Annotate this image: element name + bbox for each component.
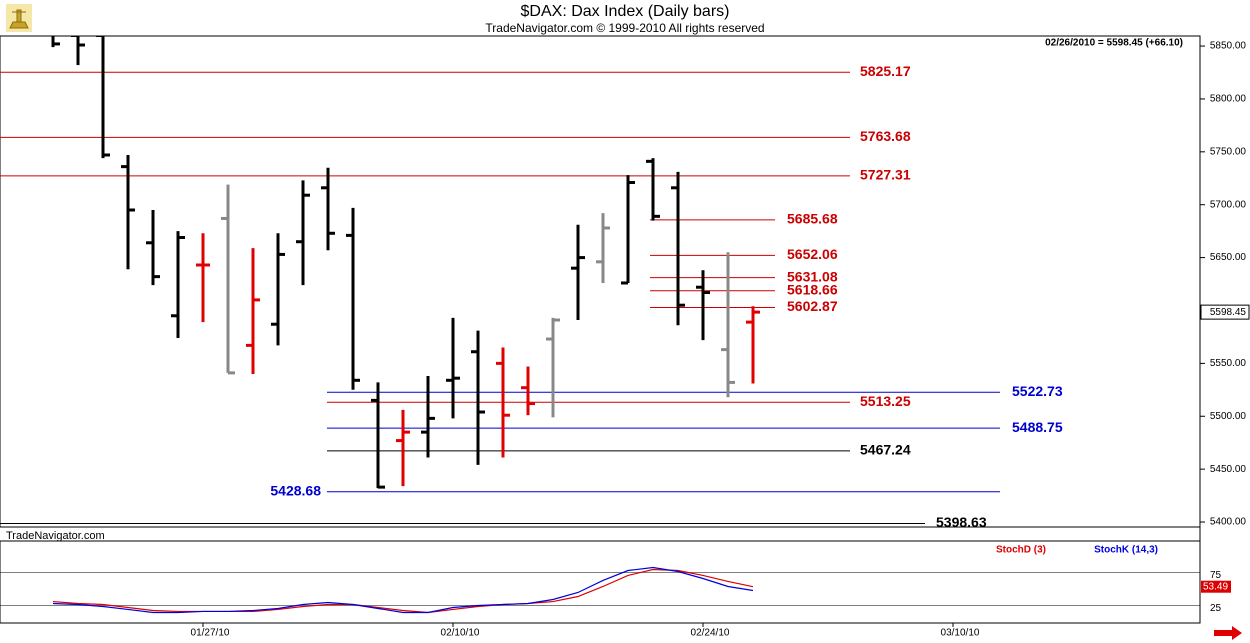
last-value: 53.49 [1203, 581, 1228, 592]
last-price: 5598.45 [1210, 307, 1247, 318]
y-tick-label: 5850.00 [1210, 41, 1247, 52]
y-tick-label: 5500.00 [1210, 411, 1247, 422]
y-tick-label: 5750.00 [1210, 146, 1247, 157]
last-value-box [1201, 580, 1231, 593]
level-label: 5467.24 [860, 442, 911, 458]
y-tick-label: 75 [1210, 570, 1222, 581]
level-label: 5428.68 [270, 482, 321, 498]
x-tick-label: 01/27/10 [191, 628, 230, 639]
level-label: 5522.73 [1012, 383, 1063, 399]
quote: 02/26/2010 = 5598.45 (+66.10) [1045, 38, 1183, 49]
level-label: 5685.68 [787, 211, 838, 227]
watermark: TradeNavigator.com [6, 530, 105, 542]
level-label: 5398.63 [936, 514, 987, 530]
level-label: 5763.68 [860, 128, 911, 144]
stoch-line [52, 568, 754, 614]
legend-entry: StochK (14,3) [1094, 545, 1158, 556]
y-tick-label: 5650.00 [1210, 252, 1247, 263]
logo [6, 4, 32, 32]
y-tick-label: 25 [1210, 603, 1222, 614]
level-label: 5513.25 [860, 393, 911, 409]
stoch-line [52, 566, 754, 614]
legend-entry: StochD (3) [996, 545, 1046, 556]
x-tick-label: 02/24/10 [691, 628, 730, 639]
y-tick-label: 5450.00 [1210, 464, 1247, 475]
level-label: 5631.08 [787, 268, 838, 284]
level-label: 5652.06 [787, 246, 838, 262]
scroll-arrow[interactable] [1214, 626, 1242, 640]
chart-title: $DAX: Dax Index (Daily bars) [521, 3, 730, 20]
last-price-box [1200, 304, 1250, 320]
y-tick-label: 5400.00 [1210, 517, 1247, 528]
x-tick-label: 03/10/10 [941, 628, 980, 639]
level-label: 5618.66 [787, 281, 838, 297]
level-label: 5727.31 [860, 167, 911, 183]
level-label: 5825.17 [860, 63, 911, 79]
y-tick-label: 5800.00 [1210, 94, 1247, 105]
y-tick-label: 5700.00 [1210, 199, 1247, 210]
subtitle: TradeNavigator.com © 1999-2010 All right… [485, 21, 764, 35]
x-tick-label: 02/10/10 [441, 628, 480, 639]
bars [51, 36, 760, 489]
y-tick-label: 5550.00 [1210, 358, 1247, 369]
level-label: 5602.87 [787, 298, 838, 314]
level-label: 5488.75 [1012, 419, 1063, 435]
price-panel [0, 35, 1201, 528]
